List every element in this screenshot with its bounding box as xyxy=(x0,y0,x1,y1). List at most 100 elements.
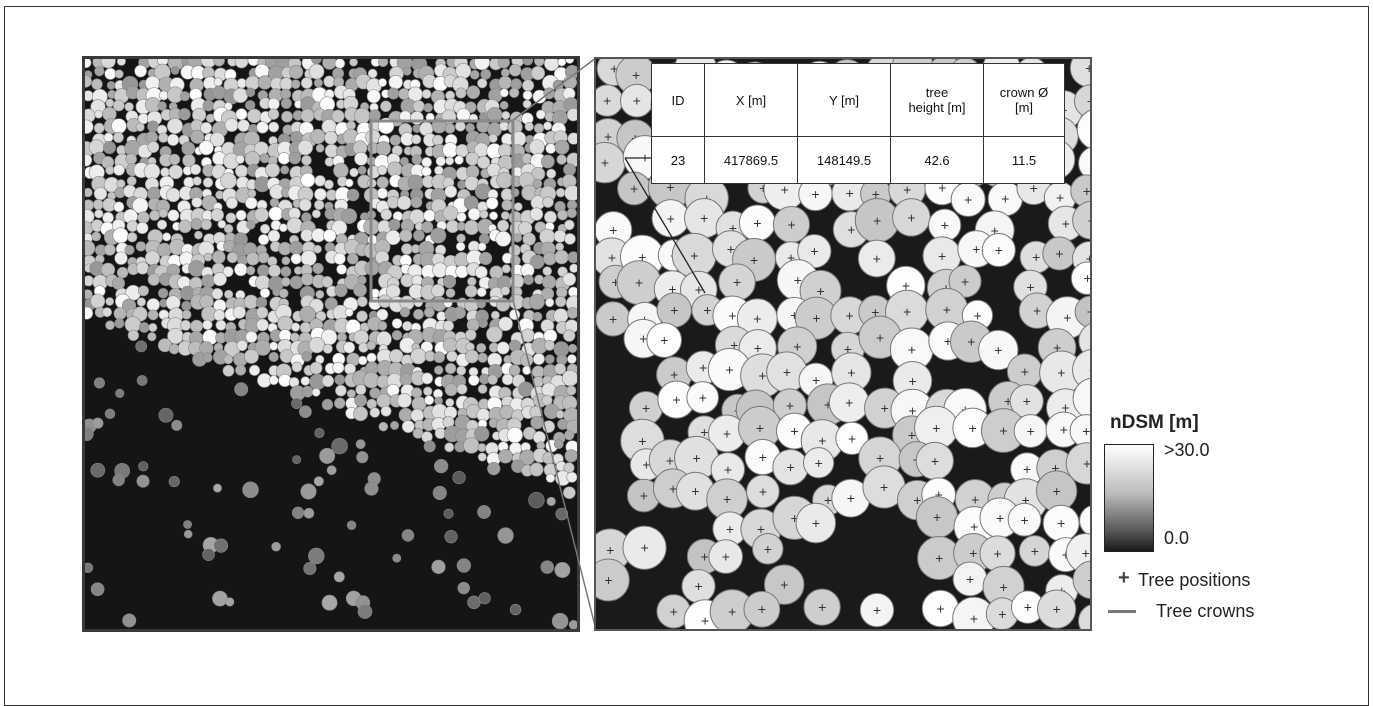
tree-position-marker: + xyxy=(876,450,884,466)
tree-position-marker: + xyxy=(699,360,707,376)
tree-position-marker: + xyxy=(943,301,951,317)
tree-position-marker: + xyxy=(728,604,736,620)
tree-position-marker: + xyxy=(998,606,1006,622)
tree-position-marker: + xyxy=(972,241,980,257)
tree-position-marker: + xyxy=(670,367,678,383)
tree-position-marker: + xyxy=(969,545,977,561)
tree-position-marker: + xyxy=(667,210,675,226)
tree-position-marker: + xyxy=(995,242,1003,258)
tree-position-marker: + xyxy=(764,541,772,557)
tree-position-marker: + xyxy=(670,603,678,619)
tree-position-marker: + xyxy=(790,423,798,439)
tree-position-marker: + xyxy=(609,311,617,327)
tree-position-marker: + xyxy=(1053,601,1061,617)
tree-position-marker: + xyxy=(1000,579,1008,595)
tree-position-marker: + xyxy=(815,455,823,471)
tree-position-marker: + xyxy=(725,362,733,378)
tree-position-marker: + xyxy=(780,577,788,593)
tree-position-marker: + xyxy=(961,273,969,289)
tree-position-marker: + xyxy=(1057,515,1065,531)
detail-crown xyxy=(1080,505,1090,536)
tree-position-marker: + xyxy=(1087,93,1090,109)
tree-position-marker: + xyxy=(933,509,941,525)
tree-position-marker: + xyxy=(873,251,881,267)
tree-position-marker: + xyxy=(1083,183,1090,199)
tree-position-marker: + xyxy=(608,250,616,266)
tree-position-marker: + xyxy=(1083,455,1090,471)
tree-position-marker: + xyxy=(970,610,978,626)
tree-position-marker: + xyxy=(786,397,794,413)
tree-position-marker: + xyxy=(1088,572,1090,588)
tree-position-marker: + xyxy=(818,433,826,449)
tree-position-marker: + xyxy=(1033,303,1041,319)
zoom-connector-bottom xyxy=(513,300,596,630)
zoom-connector-top xyxy=(513,58,596,120)
tree-position-marker: + xyxy=(639,331,647,347)
tree-position-marker: + xyxy=(1082,423,1090,439)
tree-position-marker: + xyxy=(641,149,649,165)
tree-position-marker: + xyxy=(690,247,698,263)
cell-id: 23 xyxy=(652,137,705,184)
tree-position-marker: + xyxy=(1023,461,1031,477)
inset-extent-box xyxy=(371,121,513,301)
tree-position-icon: + xyxy=(1118,567,1130,590)
cell-x: 417869.5 xyxy=(705,137,798,184)
tree-position-marker: + xyxy=(1055,246,1063,262)
tree-position-marker: + xyxy=(759,483,767,499)
tree-position-marker: + xyxy=(881,400,889,416)
tree-position-marker: + xyxy=(638,433,646,449)
tree-position-marker: + xyxy=(1084,270,1090,286)
tree-position-marker: + xyxy=(758,601,766,617)
tree-position-marker: + xyxy=(970,519,978,535)
tree-position-marker: + xyxy=(1021,363,1029,379)
tree-position-marker: + xyxy=(1021,512,1029,528)
tree-crowns-label: Tree crowns xyxy=(1156,601,1254,622)
cell-tree-height: 42.6 xyxy=(891,137,984,184)
tree-position-marker: + xyxy=(1053,483,1061,499)
ramp-max-label: >30.0 xyxy=(1164,440,1210,461)
tree-position-marker: + xyxy=(812,310,820,326)
tree-position-marker: + xyxy=(722,549,730,565)
tree-position-marker: + xyxy=(908,373,916,389)
tree-position-marker: + xyxy=(964,191,972,207)
tree-position-marker: + xyxy=(932,420,940,436)
tree-position-marker: + xyxy=(994,342,1002,358)
tree-position-marker: + xyxy=(1001,191,1009,207)
tree-position-marker: + xyxy=(966,571,974,587)
tree-position-marker: + xyxy=(969,420,977,436)
header-tree-height: tree height [m] xyxy=(891,64,984,137)
tree-position-marker: + xyxy=(733,274,741,290)
tree-position-marker: + xyxy=(936,600,944,616)
tree-position-marker: + xyxy=(673,392,681,408)
tree-position-marker: + xyxy=(700,210,708,226)
tree-position-marker: + xyxy=(660,332,668,348)
tree-position-marker: + xyxy=(1024,599,1032,615)
tree-position-marker: + xyxy=(846,308,854,324)
tree-position-marker: + xyxy=(633,93,641,109)
tree-position-marker: + xyxy=(1089,362,1090,378)
tree-position-marker: + xyxy=(941,217,949,233)
tree-position-marker: + xyxy=(756,420,764,436)
tree-position-marker: + xyxy=(903,304,911,320)
tree-position-marker: + xyxy=(935,550,943,566)
tree-position-marker: + xyxy=(873,602,881,618)
tree-position-marker: + xyxy=(701,548,709,564)
tree-position-marker: + xyxy=(1060,422,1068,438)
tree-position-marker: + xyxy=(931,453,939,469)
tree-position-marker: + xyxy=(876,329,884,345)
tree-position-marker: + xyxy=(1062,215,1070,231)
tree-position-marker: + xyxy=(996,510,1004,526)
tree-position-marker: + xyxy=(1031,543,1039,559)
tree-position-marker: + xyxy=(604,572,612,588)
tree-position-marker: + xyxy=(846,185,854,201)
tree-position-marker: + xyxy=(967,334,975,350)
tree-attribute-table: ID X [m] Y [m] tree height [m] crown Ø [… xyxy=(651,63,1065,184)
header-x: X [m] xyxy=(705,64,798,137)
tree-position-marker: + xyxy=(726,521,734,537)
tree-position-marker: + xyxy=(1082,545,1090,561)
tree-position-marker: + xyxy=(938,248,946,264)
tree-position-marker: + xyxy=(787,217,795,233)
tree-position-marker: + xyxy=(994,546,1002,562)
tree-position-marker: + xyxy=(812,515,820,531)
tree-position-marker: + xyxy=(666,452,674,468)
